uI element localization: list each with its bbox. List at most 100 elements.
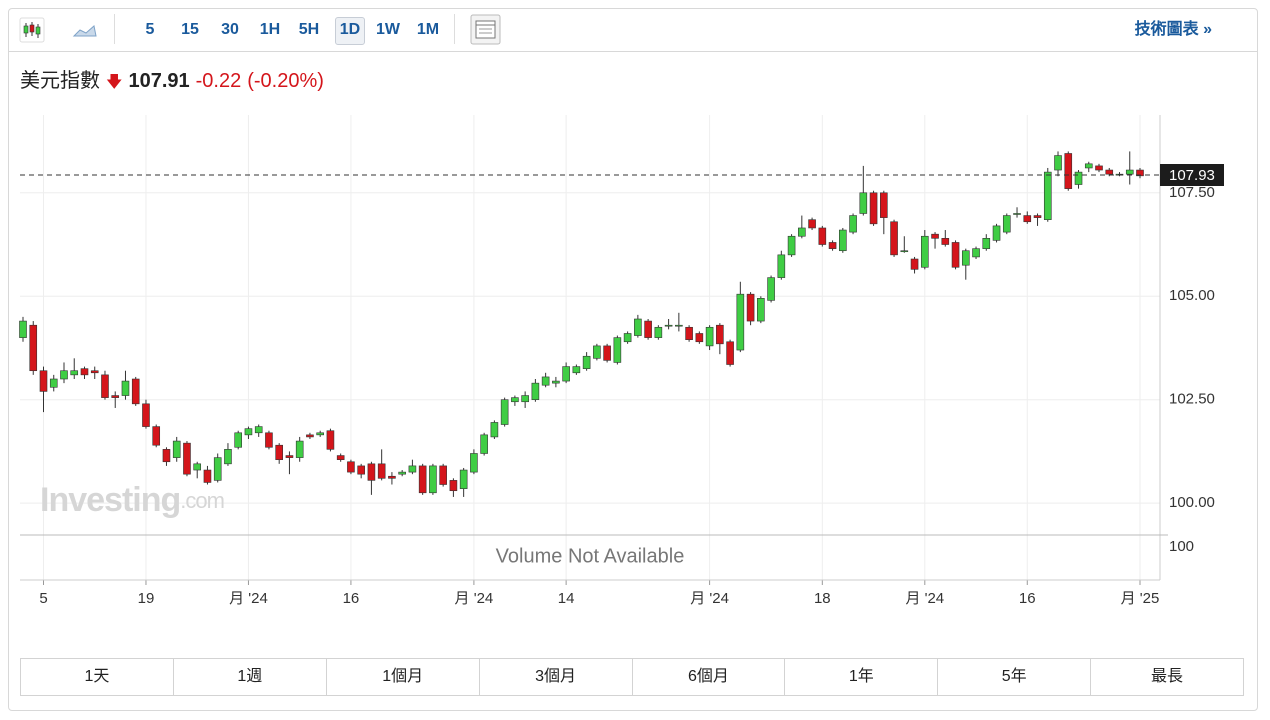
x-tick-label: 月 '24	[455, 590, 494, 607]
candle-body	[1084, 163, 1093, 169]
chart-type-icons[interactable]	[18, 16, 138, 44]
candle-body	[634, 318, 642, 336]
candle-body	[183, 442, 191, 475]
x-tick-label: 月 '24	[690, 590, 729, 607]
timeframe-button[interactable]: 1H	[259, 21, 281, 38]
range-button[interactable]: 3個月	[480, 659, 633, 695]
candle-body	[224, 449, 232, 465]
timeframe-button[interactable]: 30	[221, 21, 239, 38]
candle-body	[736, 293, 745, 351]
range-button[interactable]: 最長	[1151, 668, 1184, 685]
candle-body	[1136, 169, 1144, 177]
candle-body	[398, 471, 406, 475]
candle-body	[931, 233, 939, 239]
candle-body	[531, 382, 540, 400]
last-price-label: 107.93	[1169, 167, 1215, 184]
timeframe-button[interactable]: 1M	[416, 21, 440, 38]
candle-body	[408, 465, 417, 473]
candle-body	[326, 430, 335, 450]
candle-body	[49, 378, 58, 388]
candle-body	[992, 225, 1001, 241]
candle-body	[541, 376, 550, 386]
candle-body	[1125, 169, 1134, 175]
candle-body	[961, 250, 970, 266]
range-button[interactable]: 1週	[174, 659, 327, 695]
candle-body	[808, 219, 816, 229]
candle-body	[490, 422, 499, 438]
candle-body	[869, 192, 878, 225]
timeframe-button[interactable]: 15	[181, 21, 199, 38]
change: -0.22	[195, 70, 242, 92]
y-tick-label: 107.50	[1169, 184, 1215, 201]
candle-body	[654, 326, 663, 338]
range-button[interactable]: 1個月	[327, 659, 480, 695]
candle-body	[111, 395, 120, 398]
watermark-suffix: .com	[180, 488, 224, 513]
candle-body	[316, 432, 324, 436]
candle-body	[593, 345, 601, 359]
candle-body	[60, 370, 68, 380]
table-icon[interactable]	[470, 14, 502, 46]
candle-body	[500, 399, 509, 425]
candle-body	[890, 221, 898, 256]
candle-body	[675, 324, 683, 327]
candle-body	[121, 380, 130, 396]
down-arrow: 🡇	[106, 74, 123, 91]
candle-body	[162, 449, 171, 463]
range-button[interactable]: 1年	[785, 659, 939, 695]
price: 107.91	[128, 70, 190, 92]
candle-body	[70, 370, 79, 376]
candle-body	[828, 242, 837, 249]
x-tick-label: 月 '24	[905, 590, 944, 607]
candle-body	[203, 469, 212, 483]
timeframe-button[interactable]: 5	[145, 21, 155, 38]
change-pct: (-0.20%)	[247, 70, 324, 92]
candle-body	[193, 463, 202, 471]
timeframe-button[interactable]: 1D	[335, 17, 365, 45]
candle-body	[1074, 171, 1083, 185]
candle-body	[818, 227, 827, 245]
volume-message: Volume Not Available	[496, 545, 685, 567]
candle-body	[777, 254, 786, 278]
watermark-text: Investing	[40, 481, 180, 519]
candle-body	[449, 480, 458, 492]
candle-body	[900, 250, 909, 253]
last-price-box	[1160, 164, 1224, 186]
candle-body	[941, 238, 950, 245]
range-button[interactable]: 1天	[21, 659, 174, 695]
candle-body	[1002, 215, 1011, 233]
candle-body	[511, 397, 519, 403]
candle-body	[377, 463, 386, 479]
candle-body	[347, 461, 355, 473]
frame	[8, 8, 1258, 711]
watermark: Investing.com	[40, 481, 224, 519]
range-button[interactable]: 6個月	[633, 659, 786, 695]
candle-body	[562, 366, 570, 382]
timeframe-button[interactable]: 5H	[298, 21, 320, 38]
candle-body	[295, 440, 304, 458]
candle-body	[798, 227, 806, 237]
candle-body	[418, 465, 427, 494]
candle-body	[1095, 165, 1103, 171]
candle-body	[1043, 171, 1052, 220]
candle-body	[101, 374, 109, 398]
candle-body	[80, 368, 89, 376]
y-tick-label: 102.50	[1169, 391, 1215, 408]
candle-body	[572, 366, 581, 374]
instrument-name: 美元指數	[20, 70, 100, 92]
timeframe-button[interactable]: 1W	[376, 21, 400, 38]
volume-tick-label: 100	[1169, 538, 1194, 555]
technical-chart-link[interactable]: 技術圖表 »	[1134, 21, 1212, 38]
y-tick-label: 105.00	[1169, 287, 1215, 304]
candle-body	[664, 324, 673, 327]
candle-body	[521, 395, 529, 403]
toolbar: 5 15 30 1H 5H 1D 1W 1M 技術圖表 »	[8, 8, 1258, 52]
range-button[interactable]: 5年	[938, 659, 1092, 695]
candle-body	[213, 457, 222, 481]
candle-body	[336, 455, 345, 460]
candle-body	[439, 465, 447, 485]
candle-body	[172, 440, 181, 458]
candle-body	[767, 277, 775, 301]
chart: 100.00 102.50 105.00 107.50 5 19 月 '24 16 月 '24 1…	[19, 115, 1224, 607]
candle-body	[254, 426, 263, 434]
